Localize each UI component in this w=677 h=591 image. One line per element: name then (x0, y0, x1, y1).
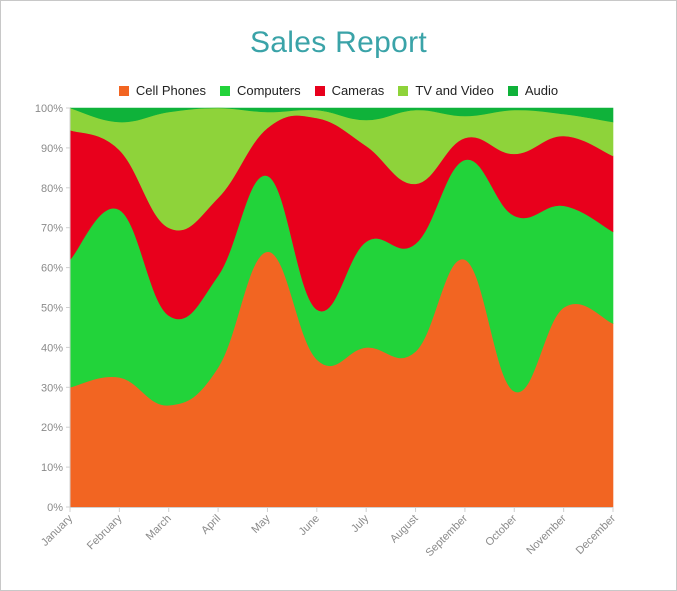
x-tick-label: September (423, 512, 470, 559)
legend-label: TV and Video (415, 83, 494, 98)
y-tick-label: 100% (35, 103, 63, 115)
legend-swatch (398, 85, 409, 96)
y-tick-label: 20% (41, 422, 63, 434)
legend-label: Cell Phones (135, 83, 206, 98)
x-tick-label: July (349, 512, 372, 535)
x-tick-label: June (297, 513, 322, 538)
y-tick-label: 30% (41, 382, 63, 394)
y-tick-label: 90% (41, 143, 63, 155)
x-tick-label: April (199, 513, 223, 537)
y-tick-label: 0% (47, 502, 63, 514)
y-tick-label: 80% (41, 183, 63, 195)
legend-label: Computers (236, 83, 301, 98)
legend-item-cell-phones[interactable]: Cell Phones (118, 83, 206, 98)
x-tick-label: February (85, 512, 125, 552)
y-tick-label: 60% (41, 263, 63, 275)
chart-title: Sales Report (249, 26, 428, 59)
y-tick-label: 10% (41, 462, 63, 474)
legend-swatch (314, 85, 325, 96)
legend-swatch (118, 85, 129, 96)
series-areas (69, 107, 614, 508)
legend-swatch (219, 85, 230, 96)
legend-swatch (507, 85, 518, 96)
y-tick-label: 40% (41, 342, 63, 354)
x-tick-label: December (574, 512, 619, 557)
x-tick-label: January (39, 512, 76, 549)
x-tick-label: May (249, 512, 273, 536)
area-audio[interactable] (69, 107, 614, 123)
x-tick-label: November (524, 512, 569, 557)
x-tick-label: August (388, 513, 421, 546)
legend-item-tv-and-video[interactable]: TV and Video (398, 83, 494, 98)
legend-label: Audio (524, 83, 559, 98)
legend-label: Cameras (331, 83, 385, 98)
chart-legend: Cell Phones Computers Cameras TV and Video A… (0, 83, 677, 98)
legend-item-cameras[interactable]: Cameras (314, 83, 385, 98)
x-tick-label: March (144, 513, 174, 543)
x-tick-label: October (483, 512, 519, 548)
legend-item-audio[interactable]: Audio (507, 83, 559, 98)
y-tick-label: 50% (41, 303, 63, 315)
legend-item-computers[interactable]: Computers (219, 83, 301, 98)
y-tick-label: 70% (41, 223, 63, 235)
